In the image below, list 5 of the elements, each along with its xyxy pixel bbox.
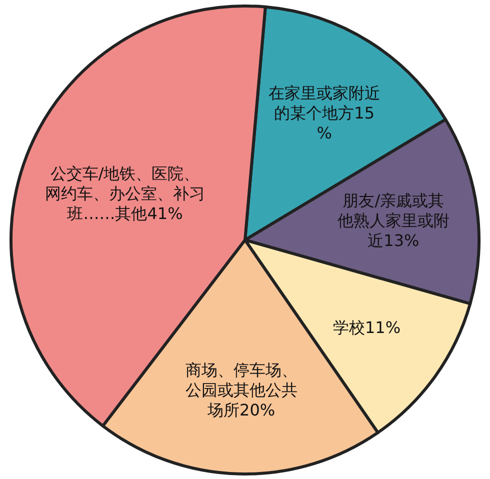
- slice-label: 学校11%: [332, 318, 401, 337]
- slice-label: 朋友/亲戚或其他熟人家里或附近13%: [337, 190, 450, 250]
- slice-label: 公交车/地铁、医院、网约车、办公室、补习班……其他41%: [45, 164, 206, 224]
- slice-label: 在家里或家附近的某个地方15%: [268, 84, 380, 143]
- slice-label: 商场、停车场、公园或其他公共场所20%: [185, 360, 298, 420]
